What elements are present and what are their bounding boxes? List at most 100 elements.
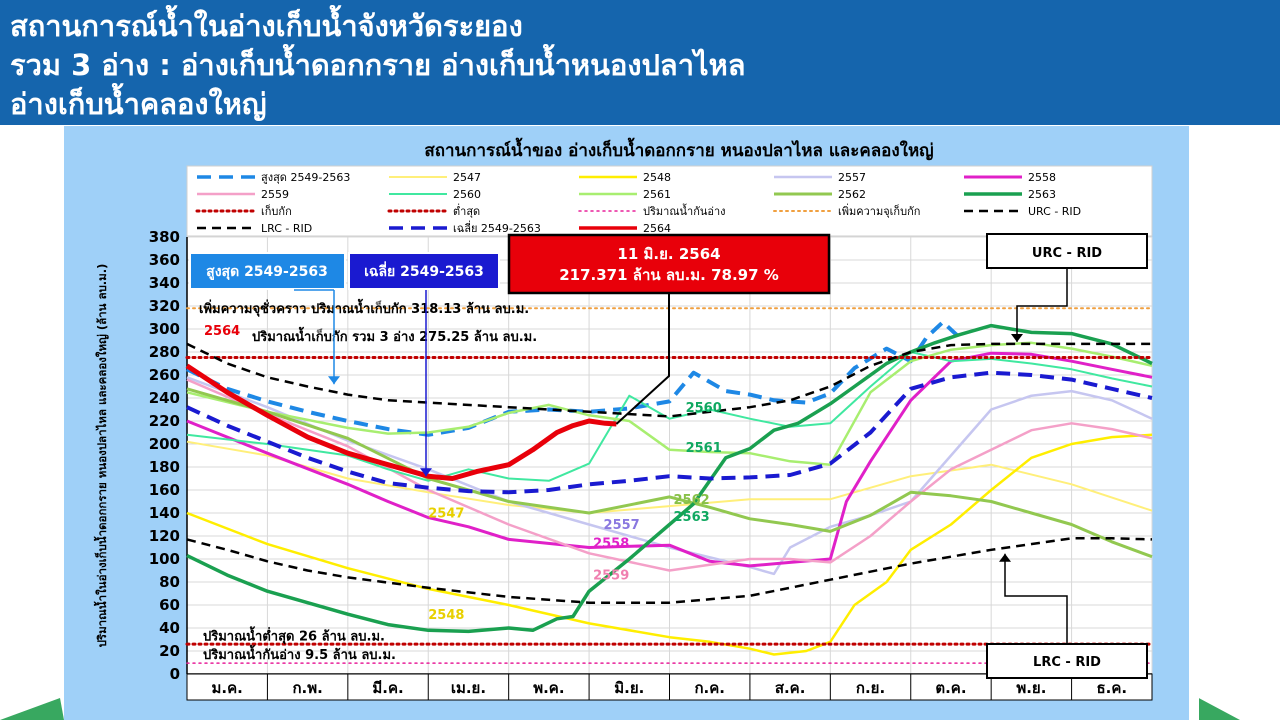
y-tick-label: 320 (149, 297, 180, 315)
y-tick-label: 160 (149, 481, 180, 499)
legend-label: เพิ่มความจุเก็บกัก (838, 203, 920, 218)
series-line (186, 537, 1153, 604)
series-line (186, 342, 1152, 418)
legend-label: 2548 (643, 171, 671, 184)
slide-title-line-3: อ่างเก็บน้ำคลองใหญ่ (10, 87, 267, 121)
annotation-added-capacity: เพิ่มความจุชั่วคราว ปริมาณน้ำเก็บกัก 318… (199, 298, 529, 317)
series-line (186, 440, 1153, 514)
legend-label: 2547 (453, 171, 481, 184)
chart-title: สถานการณ์น้ำของ อ่างเก็บน้ำดอกกราย หนองป… (424, 137, 933, 161)
bottom-decoration (0, 696, 1240, 720)
callout-max-text: สูงสุด 2549-2563 (206, 264, 328, 280)
legend-label: 2561 (643, 188, 671, 201)
legend-label: สูงสุด 2549-2563 (261, 171, 350, 184)
callout-avg-box (348, 252, 500, 290)
legend-label: 2559 (261, 188, 289, 201)
water-chart: สถานการณ์น้ำของ อ่างเก็บน้ำดอกกราย หนองป… (93, 137, 1154, 701)
callout-lrc-leader (1004, 553, 1068, 644)
month-label: ส.ค. (775, 679, 806, 697)
series-line (186, 378, 1153, 572)
series-label: 2561 (686, 441, 722, 456)
legend-label: URC - RID (1028, 205, 1081, 218)
series-line (186, 351, 1153, 482)
series-label: 2562 (674, 493, 710, 508)
legend-label: ต่ำสุด (453, 203, 480, 218)
callout-latest-value: 217.371 ล้าน ลบ.ม. 78.97 % (559, 266, 779, 284)
month-label: ธ.ค. (1096, 679, 1127, 697)
y-tick-label: 280 (149, 343, 180, 361)
legend-label: 2563 (1028, 188, 1056, 201)
annotation-storage-total: ปริมาณน้ำเก็บกัก รวม 3 อ่าง 275.25 ล้าน … (252, 326, 537, 345)
month-label: พ.ย. (1016, 679, 1046, 697)
series-label: 2548 (428, 608, 464, 623)
legend-label: เก็บกัก (261, 204, 292, 218)
y-tick-label: 220 (149, 412, 180, 430)
month-label: มิ.ย. (614, 679, 644, 697)
arrow-icon (420, 468, 432, 477)
month-label: ก.ย. (856, 679, 885, 697)
month-label: เม.ย. (451, 679, 486, 697)
series-label: 2559 (593, 569, 629, 584)
legend-label: 2557 (838, 171, 866, 184)
arrow-icon (999, 553, 1011, 562)
series-line (186, 341, 1153, 466)
y-tick-label: 360 (149, 251, 180, 269)
callout-latest-leader (615, 293, 670, 425)
y-tick-label: 200 (149, 435, 180, 453)
callout-avg-text: เฉลี่ย 2549-2563 (364, 261, 484, 280)
legend-label: LRC - RID (261, 222, 312, 235)
y-tick-label: 0 (170, 665, 180, 683)
callout-lrc-text: LRC - RID (1033, 655, 1101, 670)
month-label: ก.ค. (694, 679, 725, 697)
y-tick-label: 380 (149, 228, 180, 246)
callout-max-box (189, 252, 346, 290)
plot-area: 0 20 40 60 80 100 120 140 160 180 200 220 240 260 280 3… (93, 228, 1154, 701)
y-tick-label: 60 (159, 596, 180, 614)
y-tick-label: 300 (149, 320, 180, 338)
y-tick-label: 20 (159, 642, 180, 660)
panel-frame (1189, 126, 1199, 720)
series-line (186, 320, 961, 437)
month-label: ม.ค. (212, 679, 243, 697)
arrow-icon (1011, 333, 1023, 342)
slide-title-line-2: รวม 3 อ่าง : อ่างเก็บน้ำดอกกราย อ่างเก็บ… (10, 48, 746, 82)
series-label: 2558 (593, 537, 629, 552)
legend-label: 2560 (453, 188, 481, 201)
slide-header: สถานการณ์น้ำในอ่างเก็บน้ำจังหวัดระยอง รว… (0, 0, 1280, 125)
annotation-min-level: ปริมาณน้ำต่ำสุด 26 ล้าน ลบ.ม. (203, 625, 385, 644)
y-tick-label: 340 (149, 274, 180, 292)
annotation-2564: 2564 (204, 324, 240, 339)
annotation-dead-storage: ปริมาณน้ำกันอ่าง 9.5 ล้าน ลบ.ม. (203, 644, 396, 663)
legend-label: 2558 (1028, 171, 1056, 184)
y-tick-label: 260 (149, 366, 180, 384)
y-axis-title: ปริมาณน้ำในอ่างเก็บน้ำดอกกราย หนองปลาไหล… (93, 264, 109, 648)
callout-urc-leader (1016, 268, 1068, 342)
series-line (186, 433, 1153, 656)
y-tick-label: 100 (149, 550, 180, 568)
series-label: 2563 (674, 510, 710, 525)
legend-label: เฉลี่ย 2549-2563 (453, 220, 541, 235)
callout-urc-text: URC - RID (1032, 246, 1102, 261)
series-line (186, 370, 1153, 495)
y-tick-label: 120 (149, 527, 180, 545)
y-tick-label: 240 (149, 389, 180, 407)
series-label: 2557 (604, 518, 640, 533)
slide-title-line-1: สถานการณ์น้ำในอ่างเก็บน้ำจังหวัดระยอง (10, 9, 523, 43)
month-label: ก.พ. (292, 679, 322, 697)
legend-label: 2564 (643, 222, 671, 235)
series-label: 2560 (686, 401, 722, 416)
legend-label: 2562 (838, 188, 866, 201)
month-label: ต.ค. (935, 679, 966, 697)
arrow-icon (328, 376, 340, 385)
chart-panel: สถานการณ์น้ำของ อ่างเก็บน้ำดอกกราย หนองป… (64, 126, 1189, 720)
y-tick-label: 140 (149, 504, 180, 522)
month-label: มี.ค. (372, 679, 403, 697)
month-label: พ.ค. (533, 679, 564, 697)
y-tick-label: 80 (159, 573, 180, 591)
legend-label: ปริมาณน้ำกันอ่าง (643, 203, 726, 218)
callout-latest-box (507, 233, 831, 295)
series-line (185, 363, 617, 481)
y-tick-label: 180 (149, 458, 180, 476)
callout-urc-box (986, 233, 1148, 269)
y-tick-label: 40 (159, 619, 180, 637)
